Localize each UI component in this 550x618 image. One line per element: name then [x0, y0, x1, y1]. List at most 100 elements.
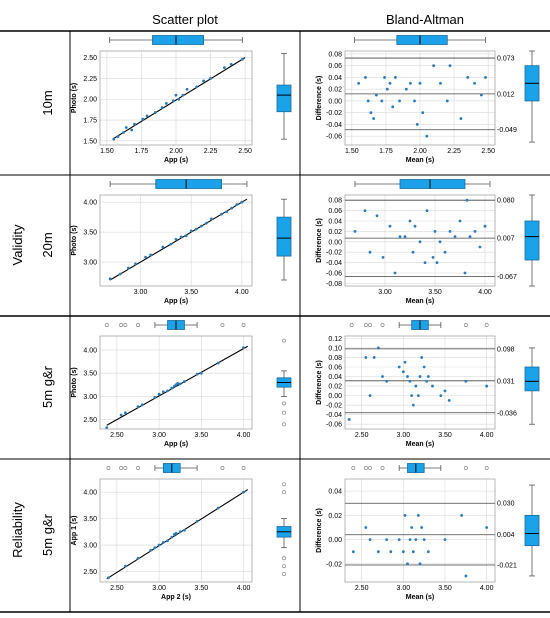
scatter-r2-top-box-outlier [220, 323, 225, 327]
scatter-r2-top-box-outlier [119, 323, 124, 327]
scatter-r3-xtick-label: 4.00 [237, 585, 251, 592]
scatter-r2-top-box-outlier [123, 323, 128, 327]
scatter-r3-ytick-label: 4.00 [83, 490, 97, 497]
scatter-r0-point [141, 117, 145, 121]
ba-r1-limit-label: 0.080 [497, 198, 515, 205]
scatter-r0-ytick-label: 1.75 [83, 118, 97, 125]
ba-r3-point [416, 513, 420, 517]
ba-r1-point [375, 214, 379, 218]
scatter-r2-ytick-label: 4.00 [83, 347, 97, 354]
ba-r0-limit-label: -0.049 [497, 127, 517, 134]
scatter-r0-point [130, 128, 134, 132]
scatter-r3-point [183, 528, 186, 532]
ba-r0-ytick-label: 0.08 [328, 51, 342, 58]
ba-r1-ytick-label: 0.02 [328, 229, 342, 236]
scatter-r2-xtick-label: 4.00 [237, 432, 251, 439]
ba-r1-xtick-label: 4.00 [478, 289, 492, 296]
ba-r3-panel: 2.50 3.00 3.50 4.00 0.04 0.02 0.00 -0.02 0.030 0.… [316, 463, 540, 601]
ba-r0-limit-label: 0.073 [497, 56, 515, 63]
scatter-r3-top-box-outlier [119, 466, 124, 470]
ba-r1-point [413, 224, 417, 228]
ba-r0-point [445, 99, 449, 103]
ba-r3-top-box-outlier [484, 466, 489, 470]
scatter-r1-point [220, 212, 224, 216]
ba-r3-point [410, 526, 414, 529]
ba-r0-ytick-label: -0.06 [326, 134, 342, 141]
scatter-r1-point [230, 206, 234, 210]
scatter-r0-xtick-label: 2.00 [169, 148, 183, 155]
scatter-r0-point [164, 102, 168, 105]
ba-r1-point [468, 235, 472, 239]
ba-r1-point [425, 209, 429, 213]
scatter-r2-top-box-outlier [136, 323, 140, 327]
scatter-r1-ytick-label: 3.00 [83, 260, 97, 267]
ba-r2-point [376, 346, 380, 350]
ba-r0-point [357, 81, 361, 85]
ba-r2-point [443, 389, 447, 393]
scatter-r0-point [209, 77, 212, 80]
ba-r0-point [432, 64, 436, 68]
ba-r1-point [483, 224, 487, 228]
ba-r2-top-box-outlier [380, 323, 385, 327]
scatter-r3-xtick-label: 3.00 [152, 585, 166, 592]
ba-r2-point [372, 356, 376, 359]
scatter-r1-point [169, 242, 173, 246]
ba-r3-limit-label: -0.021 [497, 563, 517, 570]
scatter-r1-point [194, 227, 198, 231]
ba-r1-frame [344, 194, 496, 287]
scatter-r3-point [157, 543, 161, 547]
ba-r1-xtick-label: 3.50 [428, 289, 442, 296]
scatter-r0-ytick-label: 2.00 [83, 97, 97, 104]
ba-r3-top-box-outlier [368, 466, 372, 470]
ba-r0-point [459, 117, 463, 120]
scatter-r2-right-box-outlier [282, 338, 286, 343]
ba-r2-point [416, 394, 420, 398]
ba-r1-panel: 3.00 3.50 4.00 0.08 0.06 0.04 0.02 0.00 -0.02 -0.… [316, 179, 540, 305]
panels: 1.50 1.75 2.00 2.25 2.50 1.50 1.75 2.00 2.25 2.50… [71, 35, 540, 601]
ba-r1-right-box-box [524, 220, 540, 261]
ba-r0-point [391, 105, 395, 109]
ba-r0-point [364, 76, 367, 79]
scatter-r1-panel: 3.00 3.50 4.00 3.00 3.50 4.00 App (s) Photo (s) [71, 179, 292, 305]
scatter-r0-point [112, 137, 116, 141]
ba-r3-point [408, 538, 412, 541]
ba-r2-top-box-outlier [368, 323, 372, 327]
scatter-r1-point [126, 266, 130, 270]
ba-r2-ylabel: Difference (s) [316, 360, 323, 405]
scatter-r2-point [157, 392, 161, 396]
ba-r3-xlabel: Mean (s) [406, 594, 434, 601]
scatter-r0-point [171, 99, 175, 103]
ba-r1-ylabel: Difference (s) [316, 218, 323, 263]
ba-r0-point [404, 87, 408, 91]
ba-r3-point [406, 562, 409, 566]
ba-r0-ylabel: Difference (s) [316, 76, 323, 121]
scatter-r0-xlabel: App (s) [164, 157, 188, 164]
ba-r3-point [460, 513, 464, 517]
ba-r0-top-box-box [396, 35, 448, 45]
scatter-r3-ytick-label: 3.00 [83, 543, 97, 550]
scatter-r0-point [116, 135, 120, 139]
ba-r2-ytick-label: -0.02 [326, 403, 342, 410]
ba-r0-xlabel: Mean (s) [406, 157, 434, 164]
ba-r0-point [484, 76, 487, 79]
ba-r3-ytick-label: 0.04 [328, 489, 342, 496]
scatter-r2-point [183, 380, 186, 383]
scatter-r0-right-box-box [276, 84, 292, 113]
ba-r3-point [351, 550, 355, 554]
ba-r0-point [385, 87, 389, 91]
scatter-r0-point [185, 87, 189, 91]
ba-r1-point [381, 256, 385, 259]
ba-r3-point [364, 526, 368, 529]
ba-r0-xtick-label: 2.25 [447, 148, 461, 155]
scatter-r2-ytick-label: 3.50 [83, 371, 97, 378]
ba-r2-ytick-label: 0.06 [328, 365, 342, 372]
scatter-r3-ylabel: App 1 (s) [71, 516, 78, 546]
group-label-reliability: Reliability [10, 502, 25, 558]
ba-r1-point [448, 230, 452, 233]
scatter-r3-point [195, 519, 199, 523]
ba-r3-point [464, 574, 468, 578]
scatter-r0-point [181, 93, 185, 97]
ba-r0-xtick-label: 2.00 [413, 148, 427, 155]
ba-r2-point [364, 356, 368, 359]
ba-r0-point [366, 99, 370, 103]
